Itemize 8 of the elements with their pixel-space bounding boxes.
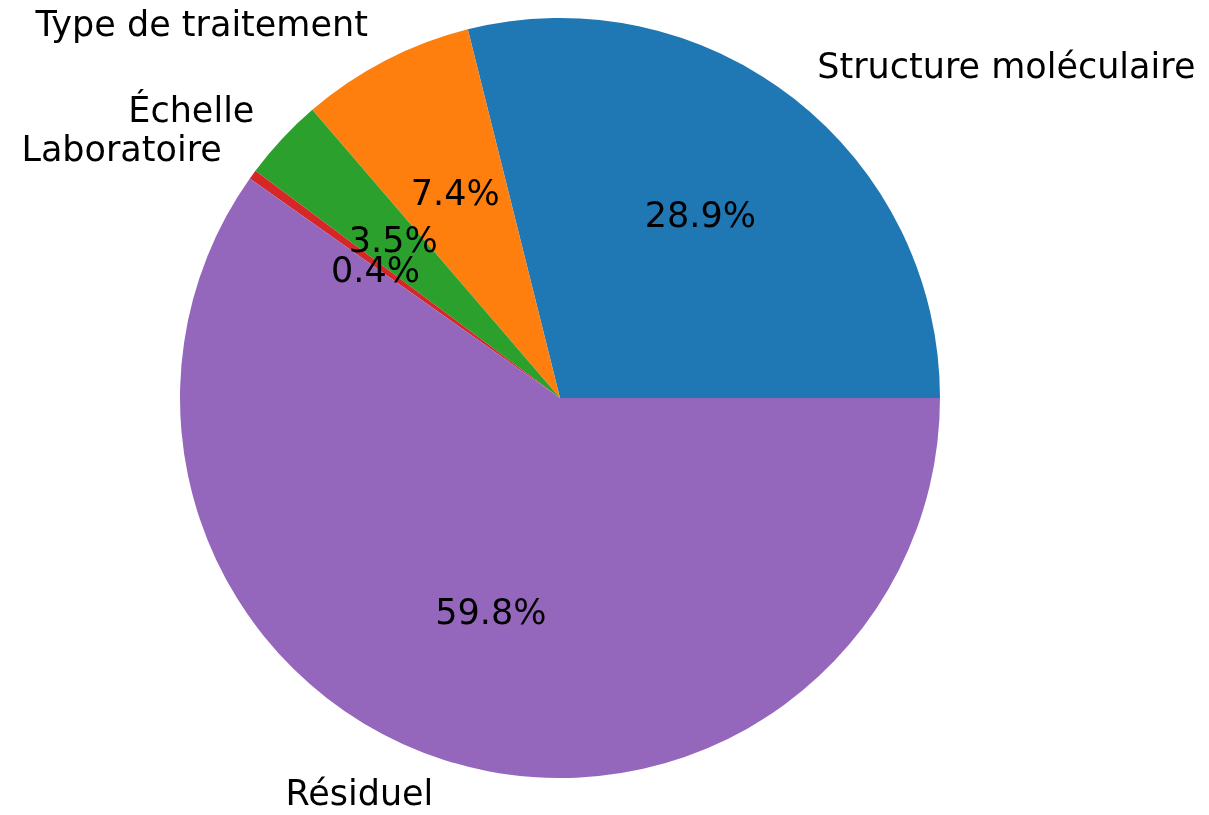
data-label: 28.9%	[644, 195, 756, 236]
data-label: 7.4%	[410, 172, 500, 213]
slice-label: Résiduel	[285, 773, 434, 814]
slice-label: Laboratoire	[21, 129, 222, 170]
slice-label: Échelle	[128, 88, 255, 130]
data-label: 59.8%	[435, 592, 547, 633]
slice-label: Type de traitement	[34, 3, 368, 44]
slice-label: Structure moléculaire	[817, 45, 1196, 86]
